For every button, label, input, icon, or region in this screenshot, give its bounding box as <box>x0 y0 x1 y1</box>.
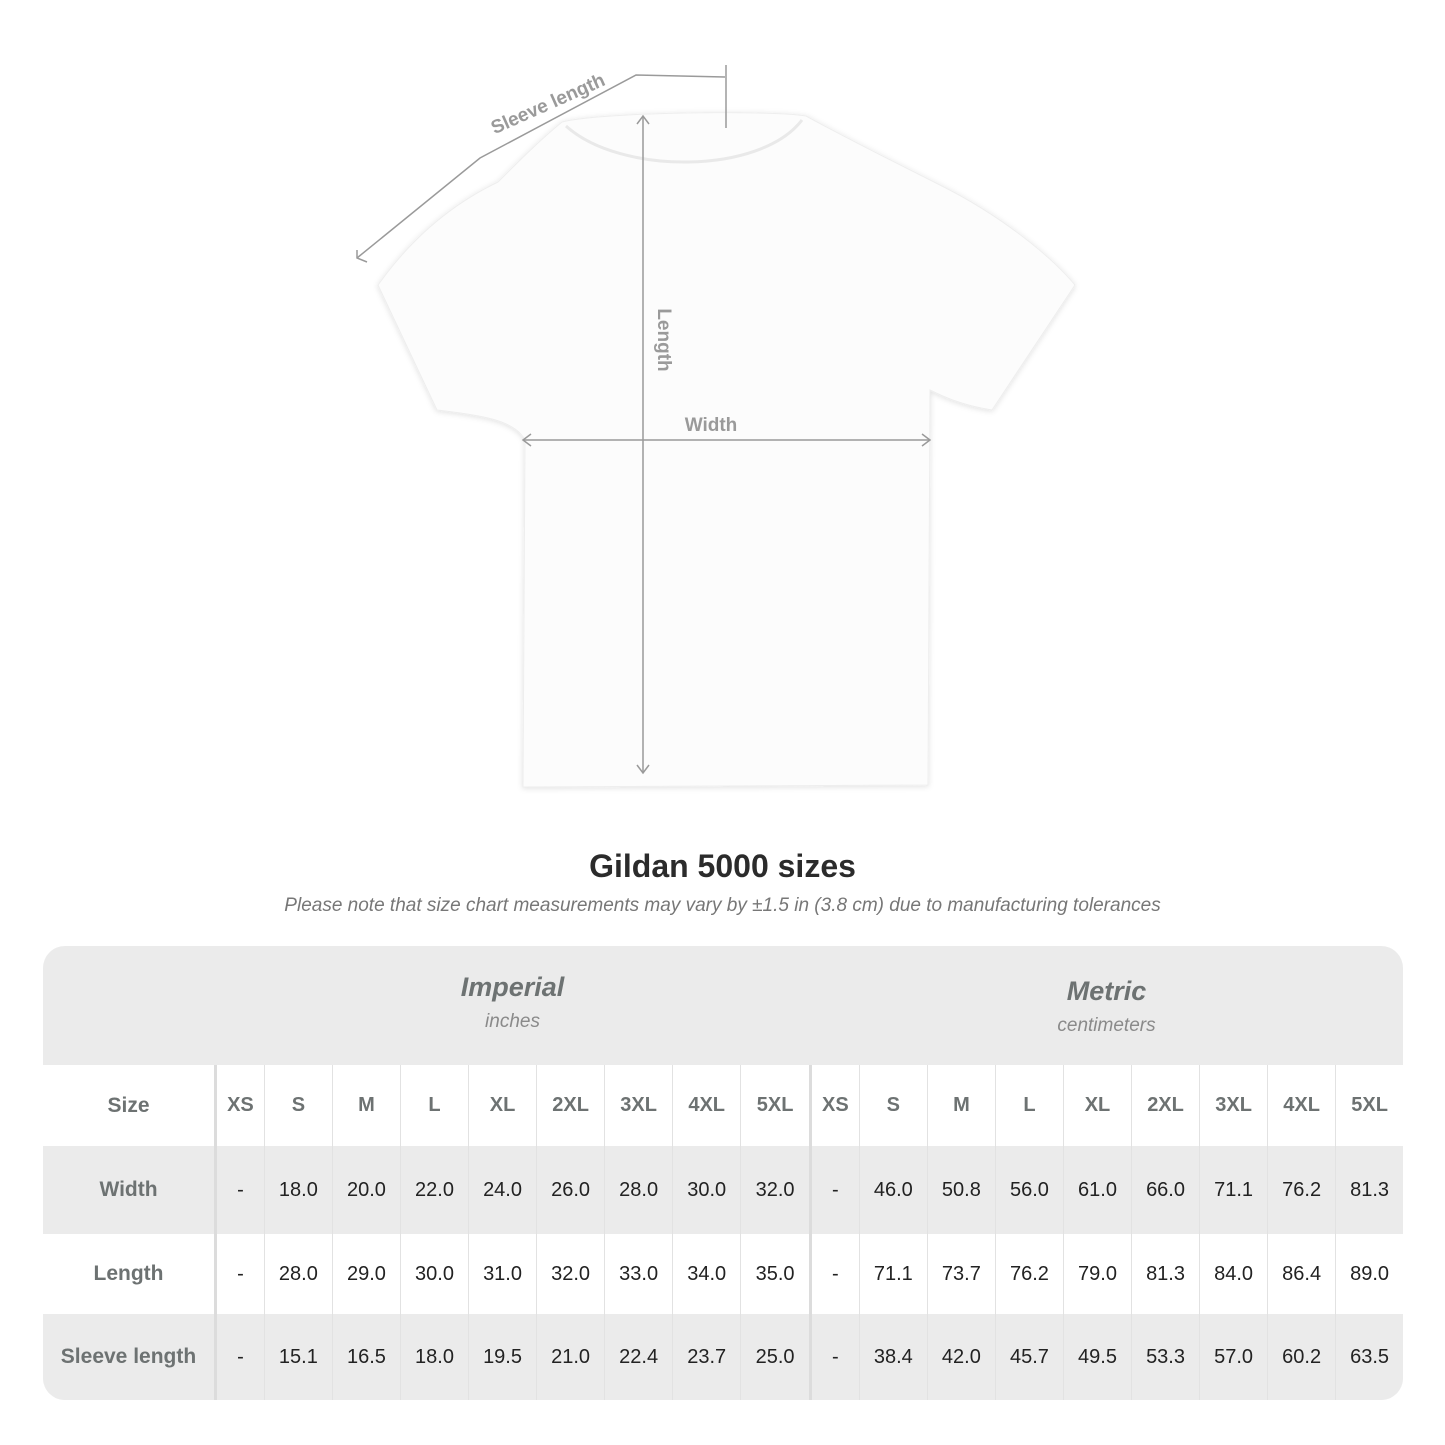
imperial-value: 21.0 <box>536 1314 605 1400</box>
measure-lines <box>356 65 932 775</box>
table-row: Sleeve length -15.1 16.5 18.0 19.5 21.0 22.4 23… <box>43 1314 1403 1400</box>
imperial-value: 22.4 <box>604 1314 673 1400</box>
metric-value: 81.3 <box>1131 1234 1200 1314</box>
metric-size-xl: XL <box>1062 1065 1132 1146</box>
metric-size-3xl: 3XL <box>1199 1065 1268 1146</box>
table-row: Length -28.0 29.0 30.0 31.0 32.0 33.0 34.0 35.0-… <box>43 1234 1403 1314</box>
imperial-value: 20.0 <box>331 1146 401 1234</box>
table-row: Width -18.0 20.0 22.0 24.0 26.0 28.0 30.0 32.0-4… <box>43 1146 1403 1234</box>
tshirt-shape <box>377 112 1076 788</box>
metric-value: 66.0 <box>1131 1146 1200 1234</box>
imperial-value: - <box>215 1314 265 1400</box>
imperial-value: 35.0 <box>740 1234 811 1314</box>
metric-size-m: M <box>926 1065 996 1146</box>
metric-value: 38.4 <box>858 1314 928 1400</box>
imperial-title: Imperial <box>460 972 565 1002</box>
metric-value: 61.0 <box>1062 1146 1132 1234</box>
metric-size-xs: XS <box>808 1065 860 1146</box>
metric-title: Metric <box>1066 976 1147 1006</box>
size-table: Imperial inches Metric centimeters Size X… <box>43 946 1403 1400</box>
metric-value: 46.0 <box>858 1146 928 1234</box>
metric-size-5xl: 5XL <box>1335 1065 1403 1146</box>
imperial-unit: inches <box>485 1011 540 1032</box>
row-label: Width <box>43 1146 217 1234</box>
tolerance-note: Please note that size chart measurements… <box>284 895 1161 916</box>
imperial-value: 32.0 <box>536 1234 605 1314</box>
imperial-value: 23.7 <box>672 1314 741 1400</box>
imperial-size-xs: XS <box>215 1065 265 1146</box>
metric-unit: centimeters <box>1057 1015 1156 1036</box>
metric-size-4xl: 4XL <box>1267 1065 1336 1146</box>
imperial-value: 30.0 <box>399 1234 469 1314</box>
metric-value: 79.0 <box>1062 1234 1132 1314</box>
imperial-value: 15.1 <box>263 1314 333 1400</box>
size-header-row: Size XS S M L XL 2XL 3XL 4XL 5XL XS S M L XL 2XL 3XL 4XL 5… <box>43 1065 1403 1146</box>
imperial-value: 28.0 <box>604 1146 673 1234</box>
metric-value: 89.0 <box>1335 1234 1403 1314</box>
imperial-value: 24.0 <box>468 1146 537 1234</box>
imperial-value: 28.0 <box>263 1234 333 1314</box>
imperial-value: 26.0 <box>536 1146 605 1234</box>
imperial-value: 25.0 <box>740 1314 811 1400</box>
size-label: Size <box>43 1065 217 1146</box>
imperial-value: 29.0 <box>331 1234 401 1314</box>
imperial-value: 33.0 <box>604 1234 673 1314</box>
metric-value: 53.3 <box>1131 1314 1200 1400</box>
imperial-size-4xl: 4XL <box>672 1065 741 1146</box>
metric-value: 76.2 <box>1267 1146 1336 1234</box>
metric-header: Metric centimeters <box>810 946 1403 1063</box>
metric-value: - <box>808 1146 860 1234</box>
imperial-size-xl: XL <box>468 1065 537 1146</box>
imperial-value: - <box>215 1234 265 1314</box>
imperial-size-l: L <box>399 1065 469 1146</box>
imperial-value: 34.0 <box>672 1234 741 1314</box>
metric-value: - <box>808 1314 860 1400</box>
metric-value: 86.4 <box>1267 1234 1336 1314</box>
metric-value: 57.0 <box>1199 1314 1268 1400</box>
collar <box>564 119 804 164</box>
imperial-size-m: M <box>331 1065 401 1146</box>
imperial-value: - <box>215 1146 265 1234</box>
imperial-value: 18.0 <box>399 1314 469 1400</box>
metric-value: 56.0 <box>994 1146 1064 1234</box>
metric-value: 45.7 <box>994 1314 1064 1400</box>
imperial-value: 30.0 <box>672 1146 741 1234</box>
metric-value: 76.2 <box>994 1234 1064 1314</box>
row-label: Sleeve length <box>43 1314 217 1400</box>
imperial-value: 32.0 <box>740 1146 811 1234</box>
imperial-value: 31.0 <box>468 1234 537 1314</box>
metric-value: - <box>808 1234 860 1314</box>
size-grid: Size XS S M L XL 2XL 3XL 4XL 5XL XS S M L XL 2XL 3XL 4XL 5… <box>43 1065 1403 1400</box>
metric-size-l: L <box>994 1065 1064 1146</box>
metric-size-2xl: 2XL <box>1131 1065 1200 1146</box>
imperial-header: Imperial inches <box>215 946 810 1063</box>
row-label: Length <box>43 1234 217 1314</box>
metric-value: 60.2 <box>1267 1314 1336 1400</box>
imperial-value: 16.5 <box>331 1314 401 1400</box>
imperial-size-5xl: 5XL <box>740 1065 811 1146</box>
tshirt-diagram: Sleeve length Length Width <box>356 65 1076 788</box>
metric-value: 84.0 <box>1199 1234 1268 1314</box>
imperial-value: 19.5 <box>468 1314 537 1400</box>
metric-value: 63.5 <box>1335 1314 1403 1400</box>
sleeve-line <box>356 74 726 259</box>
imperial-value: 22.0 <box>399 1146 469 1234</box>
imperial-size-3xl: 3XL <box>604 1065 673 1146</box>
imperial-size-2xl: 2XL <box>536 1065 605 1146</box>
metric-value: 49.5 <box>1062 1314 1132 1400</box>
imperial-size-s: S <box>263 1065 333 1146</box>
metric-value: 73.7 <box>926 1234 996 1314</box>
width-label: Width <box>685 415 738 436</box>
metric-size-s: S <box>858 1065 928 1146</box>
metric-value: 42.0 <box>926 1314 996 1400</box>
imperial-value: 18.0 <box>263 1146 333 1234</box>
metric-value: 71.1 <box>1199 1146 1268 1234</box>
chart-title: Gildan 5000 sizes <box>589 848 856 884</box>
metric-value: 71.1 <box>858 1234 928 1314</box>
length-label: Length <box>653 308 674 371</box>
metric-value: 81.3 <box>1335 1146 1403 1234</box>
metric-value: 50.8 <box>926 1146 996 1234</box>
